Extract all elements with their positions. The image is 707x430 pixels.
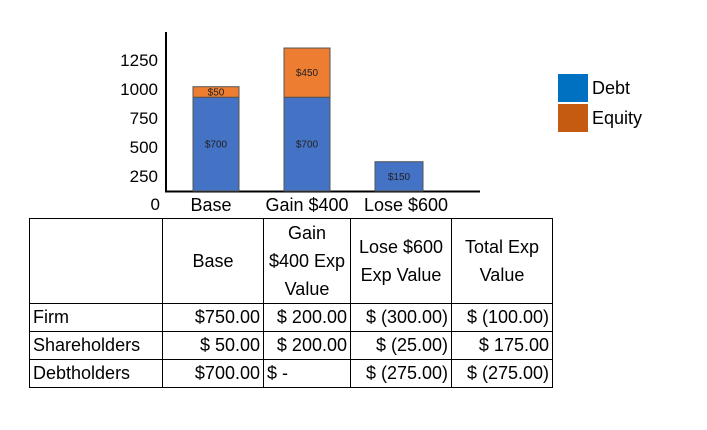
y-tick-label: 0 bbox=[151, 195, 160, 214]
expected-value-table: Base Gain $400 Exp Value Lose $600 Exp V… bbox=[29, 218, 553, 388]
x-tick-label: Gain $400 bbox=[265, 195, 348, 215]
bar-data-label: $50 bbox=[208, 87, 225, 98]
legend: Debt Equity bbox=[558, 74, 642, 134]
bar-equity bbox=[283, 47, 331, 98]
y-tick-label: 500 bbox=[130, 138, 158, 157]
legend-item-equity: Equity bbox=[558, 104, 642, 132]
row-label: Debtholders bbox=[29, 359, 163, 388]
cell-gain: $ - bbox=[263, 359, 351, 388]
table-header-base: Base bbox=[162, 218, 264, 304]
table-header-gain: Gain $400 Exp Value bbox=[263, 218, 351, 304]
table-header-row: Base Gain $400 Exp Value Lose $600 Exp V… bbox=[29, 218, 553, 304]
legend-item-debt: Debt bbox=[558, 74, 642, 102]
bar-debt bbox=[192, 96, 240, 192]
y-tick-label: 750 bbox=[130, 109, 158, 128]
cell-lose: $ (25.00) bbox=[350, 331, 452, 360]
y-tick-label: 250 bbox=[130, 167, 158, 186]
row-label: Shareholders bbox=[29, 331, 163, 360]
y-tick-label: 1250 bbox=[120, 51, 158, 70]
cell-lose: $ (275.00) bbox=[350, 359, 452, 388]
cell-total: $ (100.00) bbox=[451, 303, 553, 332]
table-row: Shareholders $ 50.00 $ 200.00 $ (25.00) … bbox=[29, 331, 553, 360]
cell-total: $ 175.00 bbox=[451, 331, 553, 360]
bar-debt bbox=[374, 161, 424, 192]
table-header-lose: Lose $600 Exp Value bbox=[350, 218, 452, 304]
table-header-total: Total Exp Value bbox=[451, 218, 553, 304]
cell-base: $700.00 bbox=[162, 359, 264, 388]
table-row: Debtholders $700.00 $ - $ (275.00) $ (27… bbox=[29, 359, 553, 388]
x-tick-label: Lose $600 bbox=[364, 195, 448, 215]
cell-gain: $ 200.00 bbox=[263, 331, 351, 360]
legend-label-equity: Equity bbox=[592, 107, 643, 128]
x-tick-label: Base bbox=[190, 195, 231, 215]
table-header-blank bbox=[29, 218, 163, 304]
table-row: Firm $750.00 $ 200.00 $ (300.00) $ (100.… bbox=[29, 303, 553, 332]
bar-equity bbox=[192, 86, 240, 98]
legend-swatch-equity bbox=[558, 104, 588, 132]
stacked-bar-chart: 0 250 500 750 1000 1250 $700 $50 $700 $450 $150 B… bbox=[120, 32, 480, 215]
cell-total: $ (275.00) bbox=[451, 359, 553, 388]
y-tick-label: 1000 bbox=[120, 80, 158, 99]
bar-data-label: $700 bbox=[296, 140, 319, 151]
cell-gain: $ 200.00 bbox=[263, 303, 351, 332]
row-label: Firm bbox=[29, 303, 163, 332]
bar-data-label: $150 bbox=[388, 172, 411, 183]
bar-data-label: $700 bbox=[205, 140, 228, 151]
cell-base: $ 50.00 bbox=[162, 331, 264, 360]
bar-data-label: $450 bbox=[296, 68, 319, 79]
bar-debt bbox=[283, 96, 331, 192]
cell-lose: $ (300.00) bbox=[350, 303, 452, 332]
legend-label-debt: Debt bbox=[592, 77, 631, 98]
legend-swatch-debt bbox=[558, 74, 588, 102]
cell-base: $750.00 bbox=[162, 303, 264, 332]
